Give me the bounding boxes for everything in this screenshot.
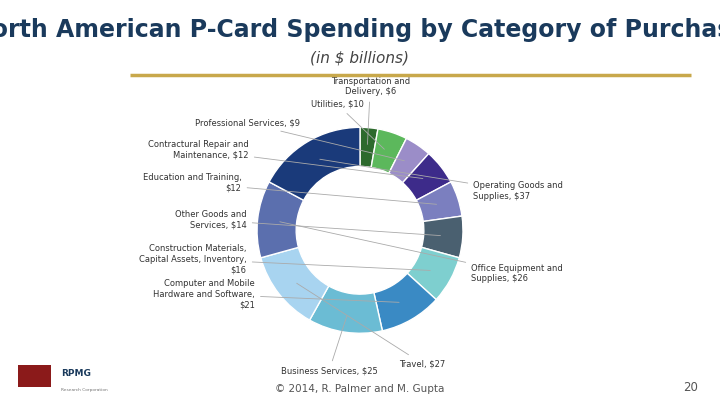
Text: Education and Training,
$12: Education and Training, $12 — [143, 173, 436, 204]
Wedge shape — [402, 153, 451, 200]
Wedge shape — [269, 127, 360, 200]
Text: Operating Goods and
Supplies, $37: Operating Goods and Supplies, $37 — [320, 159, 563, 201]
Text: RPMG: RPMG — [61, 369, 91, 378]
Text: Construction Materials,
Capital Assets, Inventory,
$16: Construction Materials, Capital Assets, … — [139, 244, 431, 274]
Text: © 2014, R. Palmer and M. Gupta: © 2014, R. Palmer and M. Gupta — [275, 384, 445, 394]
Wedge shape — [408, 247, 459, 300]
Text: Other Goods and
Services, $14: Other Goods and Services, $14 — [175, 210, 441, 236]
Wedge shape — [416, 182, 462, 222]
Text: Office Equipment and
Supplies, $26: Office Equipment and Supplies, $26 — [280, 222, 563, 283]
Text: Transportation and
Delivery, $6: Transportation and Delivery, $6 — [330, 77, 410, 145]
Text: Contractural Repair and
Maintenance, $12: Contractural Repair and Maintenance, $12 — [148, 140, 423, 179]
Wedge shape — [371, 129, 406, 173]
Wedge shape — [310, 286, 382, 333]
Text: Computer and Mobile
Hardware and Software,
$21: Computer and Mobile Hardware and Softwar… — [153, 279, 399, 309]
Wedge shape — [360, 127, 378, 167]
Text: North American P-Card Spending by Category of Purchase: North American P-Card Spending by Catego… — [0, 18, 720, 42]
Wedge shape — [261, 247, 329, 320]
FancyBboxPatch shape — [18, 364, 51, 387]
Text: Professional Services, $9: Professional Services, $9 — [195, 119, 405, 161]
Wedge shape — [374, 273, 436, 331]
Text: Business Services, $25: Business Services, $25 — [281, 315, 377, 375]
Text: Research Corporation: Research Corporation — [61, 388, 108, 392]
Wedge shape — [257, 182, 304, 258]
Wedge shape — [389, 139, 428, 183]
Wedge shape — [421, 216, 463, 258]
Text: Travel, $27: Travel, $27 — [297, 283, 446, 368]
Text: (in $ billions): (in $ billions) — [310, 51, 410, 66]
Text: Utilities, $10: Utilities, $10 — [311, 100, 384, 149]
Text: 20: 20 — [683, 381, 698, 394]
